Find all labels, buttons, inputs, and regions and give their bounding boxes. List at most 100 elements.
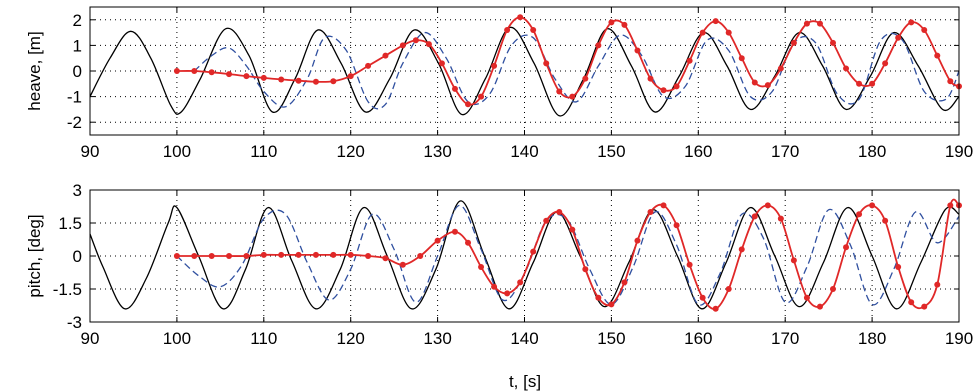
pitch-estimate-marker — [829, 286, 836, 292]
heave-y-axis-label: heave, [m] — [25, 31, 44, 110]
heave-estimate-marker — [382, 52, 389, 59]
heave-estimate-marker — [634, 47, 641, 54]
heave-x-tick-label: 110 — [250, 142, 277, 161]
pitch-estimate-marker — [243, 253, 250, 259]
heave-estimate-marker — [699, 29, 706, 36]
heave-estimate-marker — [530, 27, 537, 34]
heave-y-tick-label: 0 — [73, 62, 82, 81]
pitch-x-tick-label: 110 — [250, 329, 277, 348]
pitch-estimate-marker — [699, 294, 706, 301]
heave-estimate-marker — [934, 52, 941, 59]
heave-estimate-marker — [751, 79, 758, 86]
pitch-estimate-marker — [478, 264, 485, 270]
heave-estimate-marker — [921, 27, 928, 34]
heave-estimate-marker — [278, 76, 285, 83]
pitch-estimate-marker — [764, 202, 771, 209]
pitch-estimate-marker — [260, 251, 267, 258]
heave-estimate-marker — [347, 73, 354, 80]
pitch-x-tick-label: 160 — [684, 329, 712, 348]
heave-estimate-marker — [504, 27, 511, 34]
heave-estimate-marker — [738, 55, 745, 62]
heave-estimate-marker — [465, 101, 472, 108]
heave-estimate-marker — [895, 34, 902, 41]
pitch-estimate-marker — [947, 202, 954, 209]
heave-estimate-marker — [829, 39, 836, 46]
heave-estimate-marker — [243, 73, 250, 80]
pitch-estimate-marker — [330, 251, 337, 258]
heave-estimate-marker — [208, 69, 215, 76]
pitch-y-tick-label: -3 — [67, 313, 82, 332]
heave-x-tick-label: 140 — [510, 142, 538, 161]
heave-estimate-marker — [260, 74, 267, 81]
pitch-estimate-marker — [686, 261, 693, 268]
pitch-x-tick-label: 130 — [423, 329, 451, 348]
pitch-x-tick-label: 180 — [858, 329, 886, 348]
heave-y-tick-label: -1 — [67, 88, 82, 107]
heave-estimate-marker — [947, 78, 954, 85]
heave-estimate-marker — [764, 82, 771, 89]
heave-estimate-marker — [543, 60, 550, 67]
heave-estimate-marker — [365, 62, 372, 69]
pitch-estimate-marker — [382, 255, 389, 262]
pitch-x-tick-label: 100 — [163, 329, 191, 348]
pitch-estimate-marker — [451, 228, 458, 235]
pitch-estimate-marker — [504, 290, 511, 297]
pitch-x-tick-label: 140 — [510, 329, 538, 348]
pitch-estimate-marker — [491, 283, 498, 290]
pitch-estimate-marker — [530, 248, 537, 255]
pitch-estimate-marker — [908, 299, 915, 306]
heave-estimate-marker — [843, 65, 850, 72]
heave-estimate-marker — [295, 77, 302, 84]
pitch-estimate-marker — [582, 266, 589, 273]
pitch-x-tick-label: 90 — [81, 329, 100, 348]
pitch-estimate-marker — [634, 237, 641, 244]
pitch-estimate-marker — [882, 217, 889, 224]
heave-estimate-marker — [660, 87, 667, 94]
pitch-estimate-marker — [399, 261, 406, 268]
heave-estimate-marker — [438, 60, 445, 67]
heave-estimate-marker — [790, 39, 797, 46]
pitch-x-tick-label: 170 — [771, 329, 799, 348]
pitch-estimate-marker — [543, 217, 550, 224]
heave-y-tick-label: -2 — [67, 113, 82, 132]
pitch-estimate-marker — [173, 253, 180, 259]
heave-estimate-marker — [556, 88, 563, 95]
pitch-estimate-marker — [843, 244, 850, 251]
pitch-estimate-marker — [208, 253, 215, 259]
pitch-estimate-marker — [434, 237, 441, 244]
pitch-estimate-marker — [608, 301, 615, 308]
pitch-estimate-marker — [816, 303, 823, 310]
heave-x-tick-label: 180 — [858, 142, 886, 161]
heave-estimate-marker — [777, 65, 784, 72]
pitch-estimate-marker — [777, 215, 784, 222]
pitch-y-tick-label: 0 — [73, 247, 82, 266]
heave-y-tick-label: 2 — [73, 11, 82, 30]
pitch-estimate-marker — [621, 279, 628, 286]
pitch-y-axis-label: pitch, [deg] — [25, 214, 44, 297]
heave-estimate-marker — [412, 37, 419, 44]
heave-x-tick-label: 120 — [337, 142, 365, 161]
heave-estimate-marker — [908, 19, 915, 26]
heave-x-tick-label: 150 — [597, 142, 625, 161]
heave-estimate-marker — [725, 29, 732, 36]
heave-estimate-marker — [425, 41, 432, 48]
pitch-estimate-marker — [312, 251, 319, 258]
heave-estimate-marker — [312, 78, 319, 85]
heave-x-tick-label: 100 — [163, 142, 191, 161]
pitch-y-tick-label: -1.5 — [53, 280, 82, 299]
heave-estimate-marker — [226, 71, 233, 78]
pitch-estimate-marker — [517, 279, 524, 286]
pitch-estimate-marker — [856, 211, 863, 218]
heave-estimate-marker — [712, 18, 719, 25]
pitch-estimate-marker — [934, 281, 941, 288]
heave-ticks: 90 100 110 120 130 140 150 160 170 180 190 -2 -1 0 1 2 — [67, 7, 973, 161]
pitch-x-tick-label: 190 — [945, 329, 973, 348]
heave-x-tick-label: 160 — [684, 142, 712, 161]
heave-estimate-marker — [816, 20, 823, 27]
pitch-estimate-marker — [295, 251, 302, 258]
heave-x-tick-label: 190 — [945, 142, 973, 161]
pitch-estimate-marker — [712, 305, 719, 312]
pitch-estimate-marker — [417, 253, 424, 259]
